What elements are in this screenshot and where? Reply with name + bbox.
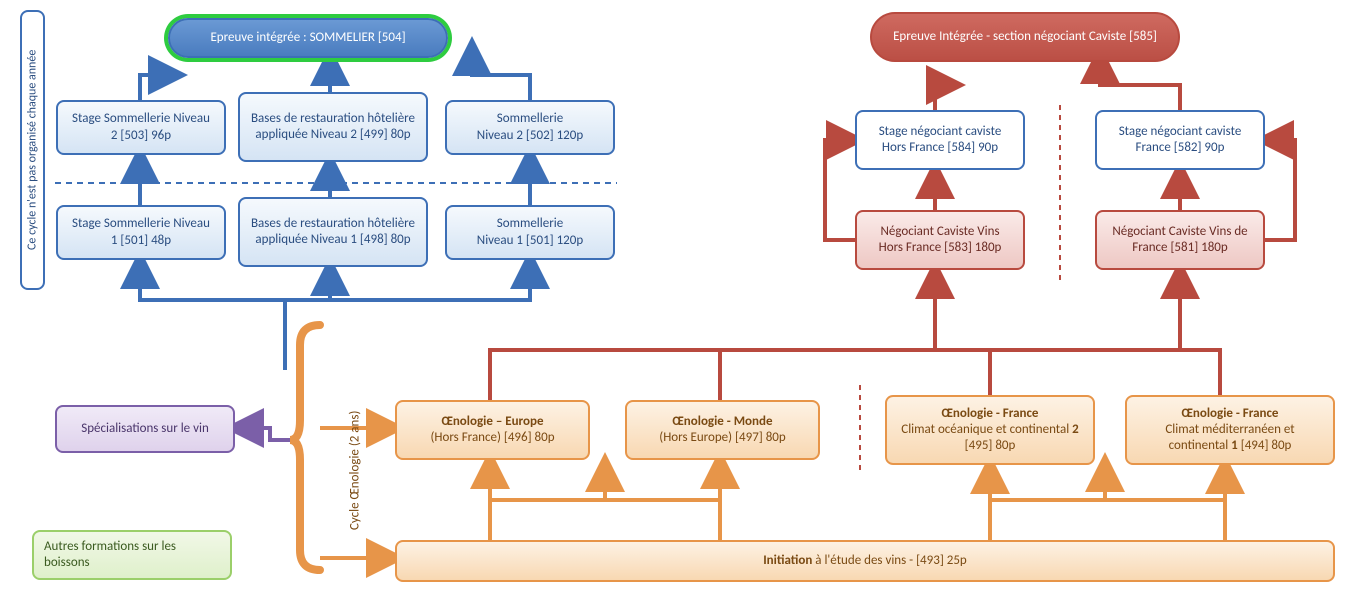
initiation-vins: Initiation à l'étude des vins - [493] 25… (395, 540, 1335, 582)
stage-sommellerie-n2: Stage Sommellerie Niveau 2 [503] 96p (56, 100, 226, 155)
sommellerie-n1: Sommellerie Niveau 1 [501] 120p (445, 205, 615, 260)
oenologie-france-1-label: Œnologie - FranceClimat méditerranéen et… (1137, 406, 1323, 455)
oenologie-europe: Œnologie – Europe(Hors France) [496] 80p (395, 400, 590, 460)
caviste-integrated-exam: Epreuve Intégrée - section négociant Cav… (870, 12, 1180, 62)
cycle-not-every-year-frame: Ce cycle n'est pas organisé chaque année (20, 10, 45, 290)
oenologie-france-2: Œnologie - FranceClimat océanique et con… (885, 395, 1095, 465)
stage-caviste-hors-france: Stage négociant caviste Hors France [584… (855, 110, 1025, 170)
bases-restauration-n2: Bases de restauration hôtelière appliqué… (238, 92, 428, 162)
sommelier-integrated-exam-label: Epreuve intégrée : SOMMELIER [504] (210, 30, 405, 46)
oenologie-monde-label: Œnologie - Monde(Hors Europe) [497] 80p (659, 414, 785, 447)
stage-sommellerie-n1: Stage Sommellerie Niveau 1 [501] 48p (56, 205, 226, 260)
autres-formations-boissons: Autres formations sur les boissons (32, 530, 232, 580)
oenologie-france-1: Œnologie - FranceClimat méditerranéen et… (1125, 395, 1335, 465)
initiation-vins-label: Initiation à l'étude des vins - [493] 25… (763, 553, 967, 569)
negociant-caviste-france: Négociant Caviste Vins de France [581] 1… (1095, 210, 1265, 270)
cycle-not-every-year-label: Ce cycle n'est pas organisé chaque année (23, 15, 43, 285)
oenologie-france-2-label: Œnologie - FranceClimat océanique et con… (897, 406, 1083, 455)
negociant-caviste-hors-france: Négociant Caviste Vins Hors France [583]… (855, 210, 1025, 270)
oenologie-monde: Œnologie - Monde(Hors Europe) [497] 80p (625, 400, 820, 460)
bases-restauration-n1: Bases de restauration hôtelière appliqué… (238, 197, 428, 267)
sommelier-integrated-exam: Epreuve intégrée : SOMMELIER [504] (168, 18, 448, 58)
cycle-oenologie-label: Cycle Œnologie (2 ans) (345, 370, 365, 570)
connectors (0, 0, 1363, 610)
specialisations-vin: Spécialisations sur le vin (55, 405, 235, 453)
stage-caviste-france: Stage négociant caviste France [582] 90p (1095, 110, 1265, 170)
oenologie-europe-label: Œnologie – Europe(Hors France) [496] 80p (430, 414, 554, 447)
sommellerie-n2: Sommellerie Niveau 2 [502] 120p (445, 100, 615, 155)
